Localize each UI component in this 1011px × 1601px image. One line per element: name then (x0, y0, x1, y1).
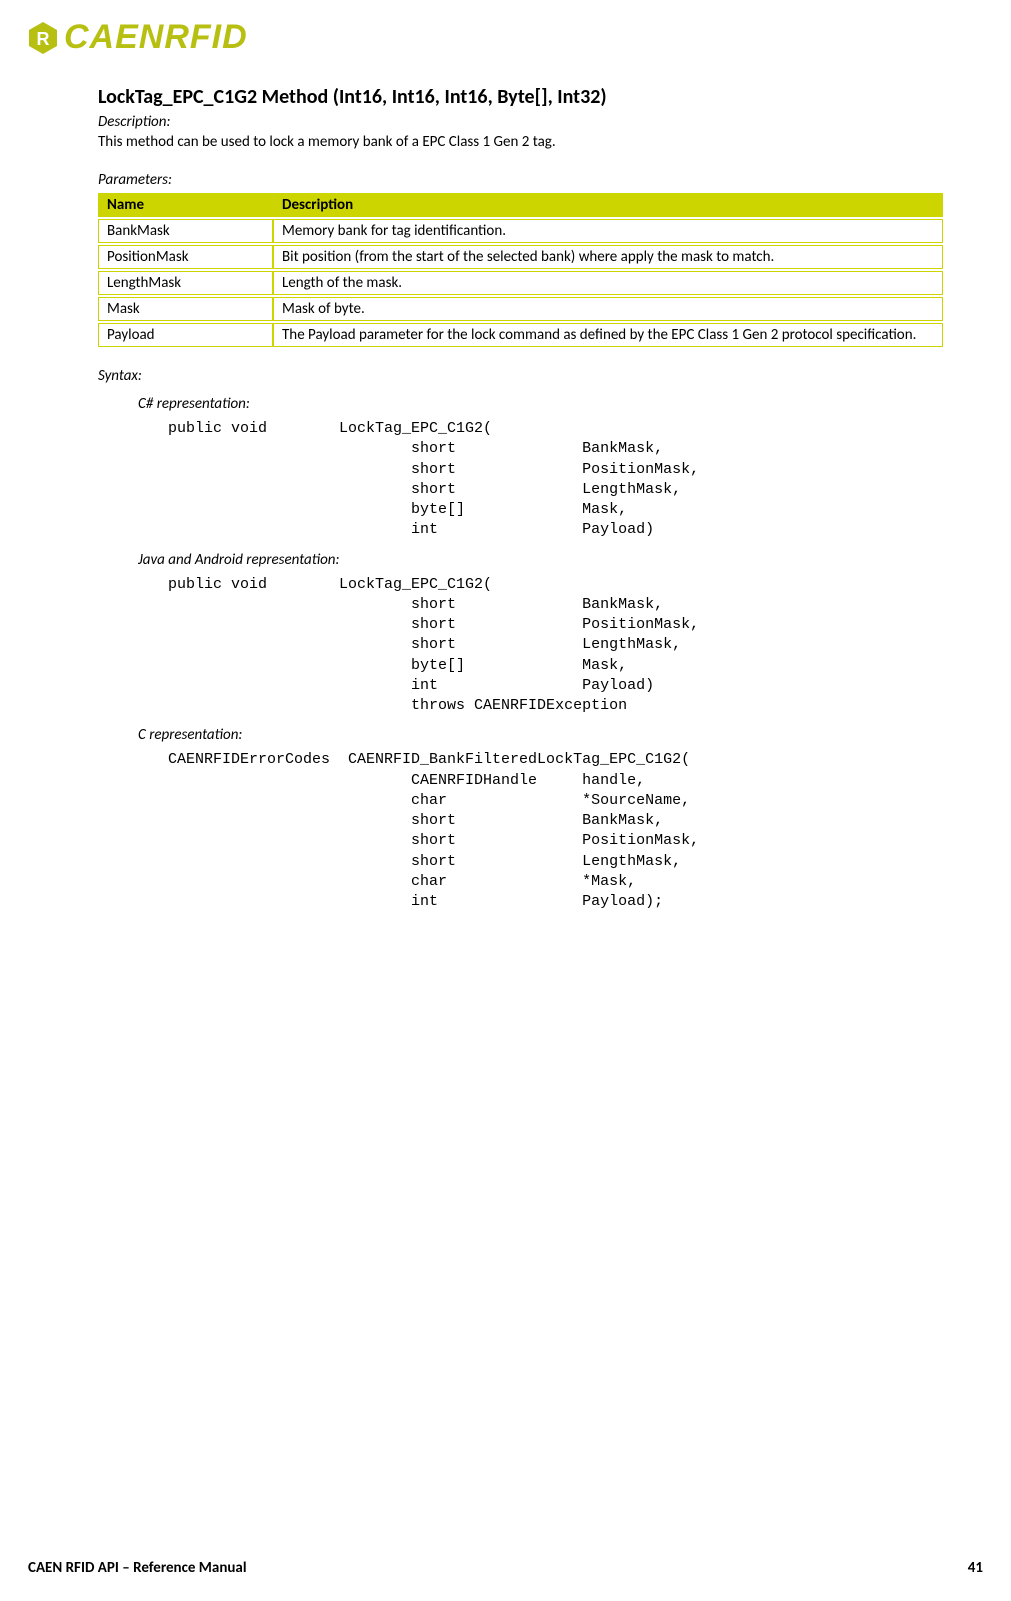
syntax-block: C# representation: public void LockTag_E… (138, 395, 943, 912)
footer-left: CAEN RFID API – Reference Manual (28, 1559, 247, 1577)
syntax-label: Syntax: (98, 367, 943, 385)
param-desc: Length of the mask. (273, 271, 943, 295)
col-header-name: Name (98, 193, 273, 217)
parameters-table: Name Description BankMask Memory bank fo… (98, 191, 943, 349)
page-footer: CAEN RFID API – Reference Manual 41 (28, 1559, 983, 1577)
param-desc: Memory bank for tag identificantion. (273, 219, 943, 243)
c-label: C representation: (138, 726, 943, 744)
table-header-row: Name Description (98, 193, 943, 217)
param-desc: The Payload parameter for the lock comma… (273, 323, 943, 347)
c-code: CAENRFIDErrorCodes CAENRFID_BankFiltered… (168, 750, 943, 912)
table-row: BankMask Memory bank for tag identifican… (98, 219, 943, 243)
csharp-label: C# representation: (138, 395, 943, 413)
page-content: LockTag_EPC_C1G2 Method (Int16, Int16, I… (98, 85, 943, 912)
param-name: Payload (98, 323, 273, 347)
table-row: Mask Mask of byte. (98, 297, 943, 321)
java-code: public void LockTag_EPC_C1G2( short Bank… (168, 575, 943, 717)
table-row: Payload The Payload parameter for the lo… (98, 323, 943, 347)
footer-page-number: 41 (968, 1559, 983, 1577)
param-desc: Mask of byte. (273, 297, 943, 321)
logo-text: CAENRFID (64, 18, 248, 57)
brand-logo: R CAENRFID (28, 18, 983, 57)
hex-r-icon: R (28, 21, 58, 55)
java-label: Java and Android representation: (138, 551, 943, 569)
description-text: This method can be used to lock a memory… (98, 133, 943, 151)
param-name: Mask (98, 297, 273, 321)
description-label: Description: (98, 113, 943, 131)
svg-text:R: R (37, 29, 50, 49)
table-row: PositionMask Bit position (from the star… (98, 245, 943, 269)
parameters-label: Parameters: (98, 171, 943, 189)
csharp-code: public void LockTag_EPC_C1G2( short Bank… (168, 419, 943, 541)
table-row: LengthMask Length of the mask. (98, 271, 943, 295)
method-title: LockTag_EPC_C1G2 Method (Int16, Int16, I… (98, 85, 943, 109)
param-name: LengthMask (98, 271, 273, 295)
param-desc: Bit position (from the start of the sele… (273, 245, 943, 269)
col-header-desc: Description (273, 193, 943, 217)
param-name: PositionMask (98, 245, 273, 269)
param-name: BankMask (98, 219, 273, 243)
